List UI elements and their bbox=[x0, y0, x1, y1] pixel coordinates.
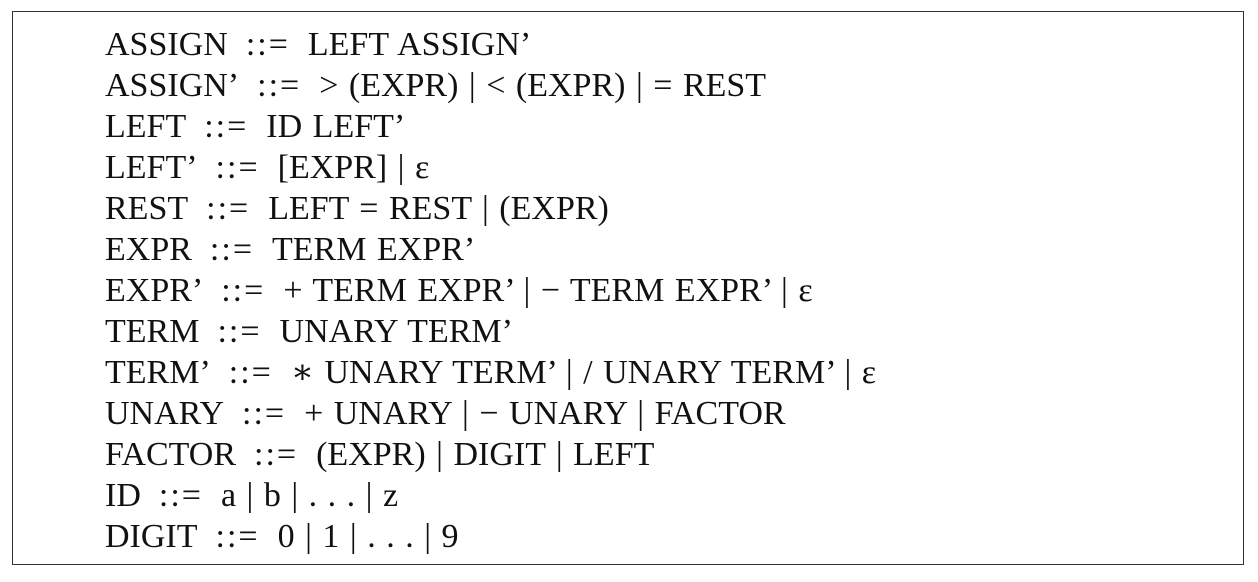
rule-operator: ::= bbox=[206, 190, 251, 227]
grammar-rule-rest: REST::= LEFT = REST | (EXPR) bbox=[105, 188, 876, 229]
rule-operator: ::= bbox=[242, 395, 287, 432]
grammar-rule-expr-prime: EXPR’::= + TERM EXPR’ | − TERM EXPR’ | ε bbox=[105, 270, 876, 311]
rule-rhs: > (EXPR) | < (EXPR) | = REST bbox=[319, 67, 767, 104]
rule-lhs: ID bbox=[105, 477, 141, 514]
rule-rhs: (EXPR) | DIGIT | LEFT bbox=[316, 436, 655, 473]
rule-rhs: UNARY TERM’ bbox=[279, 313, 513, 350]
rule-rhs: LEFT = REST | (EXPR) bbox=[268, 190, 609, 227]
rule-rhs: 0 | 1 | . . . | 9 bbox=[277, 518, 459, 555]
grammar-rules: ASSIGN::= LEFT ASSIGN’ ASSIGN’::= > (EXPR)… bbox=[105, 24, 876, 557]
rule-rhs: + UNARY | − UNARY | FACTOR bbox=[304, 395, 786, 432]
rule-lhs: TERM bbox=[105, 313, 200, 350]
grammar-rule-term-prime: TERM’::= ∗ UNARY TERM’ | / UNARY TERM’ | … bbox=[105, 352, 876, 393]
rule-operator: ::= bbox=[254, 436, 299, 473]
rule-operator: ::= bbox=[204, 108, 249, 145]
rule-lhs: EXPR bbox=[105, 231, 192, 268]
rule-rhs: [EXPR] | ε bbox=[277, 149, 430, 186]
rule-lhs: LEFT bbox=[105, 108, 187, 145]
grammar-rule-left: LEFT::= ID LEFT’ bbox=[105, 106, 876, 147]
grammar-rule-assign: ASSIGN::= LEFT ASSIGN’ bbox=[105, 24, 876, 65]
rule-operator: ::= bbox=[209, 231, 254, 268]
rule-operator: ::= bbox=[245, 26, 290, 63]
rule-operator: ::= bbox=[215, 518, 260, 555]
grammar-rule-id: ID::= a | b | . . . | z bbox=[105, 475, 876, 516]
grammar-rule-left-prime: LEFT’::= [EXPR] | ε bbox=[105, 147, 876, 188]
rule-rhs: a | b | . . . | z bbox=[220, 477, 399, 514]
grammar-rule-digit: DIGIT::= 0 | 1 | . . . | 9 bbox=[105, 516, 876, 557]
grammar-rule-unary: UNARY::= + UNARY | − UNARY | FACTOR bbox=[105, 393, 876, 434]
rule-lhs: FACTOR bbox=[105, 436, 237, 473]
grammar-rule-expr: EXPR::= TERM EXPR’ bbox=[105, 229, 876, 270]
rule-operator: ::= bbox=[158, 477, 203, 514]
rule-lhs: ASSIGN bbox=[105, 26, 228, 63]
rule-operator: ::= bbox=[217, 313, 262, 350]
rule-operator: ::= bbox=[221, 272, 266, 309]
rule-operator: ::= bbox=[215, 149, 260, 186]
rule-lhs: ASSIGN’ bbox=[105, 67, 240, 104]
rule-rhs: LEFT ASSIGN’ bbox=[307, 26, 532, 63]
rule-lhs: DIGIT bbox=[105, 518, 198, 555]
rule-lhs: UNARY bbox=[105, 395, 225, 432]
rule-rhs: ∗ UNARY TERM’ | / UNARY TERM’ | ε bbox=[290, 354, 877, 391]
rule-lhs: REST bbox=[105, 190, 189, 227]
rule-operator: ::= bbox=[257, 67, 302, 104]
rule-operator: ::= bbox=[228, 354, 273, 391]
rule-rhs: TERM EXPR’ bbox=[272, 231, 476, 268]
rule-lhs: TERM’ bbox=[105, 354, 211, 391]
grammar-rule-assign-prime: ASSIGN’::= > (EXPR) | < (EXPR) | = REST bbox=[105, 65, 876, 106]
rule-lhs: EXPR’ bbox=[105, 272, 204, 309]
rule-rhs: ID LEFT’ bbox=[266, 108, 406, 145]
rule-rhs: + TERM EXPR’ | − TERM EXPR’ | ε bbox=[283, 272, 813, 309]
rule-lhs: LEFT’ bbox=[105, 149, 198, 186]
grammar-box: ASSIGN::= LEFT ASSIGN’ ASSIGN’::= > (EXPR)… bbox=[12, 11, 1244, 565]
grammar-rule-term: TERM::= UNARY TERM’ bbox=[105, 311, 876, 352]
grammar-rule-factor: FACTOR::= (EXPR) | DIGIT | LEFT bbox=[105, 434, 876, 475]
